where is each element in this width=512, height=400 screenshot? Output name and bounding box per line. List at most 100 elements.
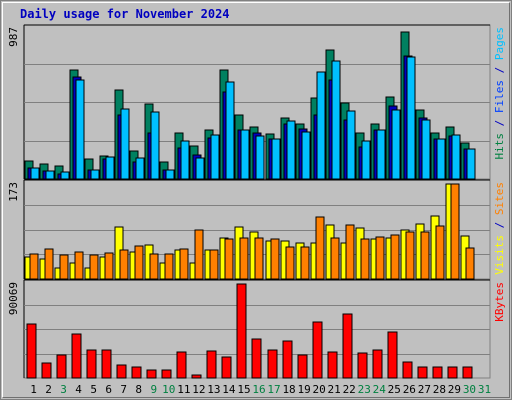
bar-kbytes-day-23 [357,352,368,379]
bar-sites-day-9 [149,253,159,280]
y-max-label-visits-sites: 173 [7,182,20,202]
bar-pages-day-22 [346,110,356,180]
x-tick-label: 15 [237,383,250,396]
x-tick-label: 12 [192,383,205,396]
x-tick-label: 4 [75,383,82,396]
bar-kbytes-day-15 [236,283,247,379]
bar-kbytes-day-28 [432,366,443,379]
bar-sites-day-4 [74,251,84,280]
bar-sites-day-25 [390,234,400,280]
x-tick-label: 21 [328,383,341,396]
legend-text: Hits [493,133,506,160]
bar-pages-day-28 [436,138,446,180]
x-tick-label: 8 [135,383,142,396]
bar-kbytes-day-26 [402,361,413,379]
bar-sites-day-21 [330,237,340,280]
x-tick-label: 27 [418,383,431,396]
x-tick-label: 5 [90,383,97,396]
bar-sites-day-8 [134,245,144,280]
bar-kbytes-day-8 [131,366,142,379]
bar-kbytes-day-4 [71,333,82,379]
x-tick-label: 14 [222,383,236,396]
bar-pages-day-11 [180,140,190,180]
x-tick-label: 31 [478,383,491,396]
bar-sites-day-11 [179,248,189,280]
bar-sites-day-1 [29,253,39,280]
chart-title: Daily usage for November 2024 [20,7,230,21]
legend-text: KBytes [493,282,506,322]
x-tick-label: 22 [343,383,356,396]
bar-kbytes-day-17 [267,349,278,379]
bar-kbytes-day-13 [206,350,217,379]
bar-kbytes-day-29 [447,366,458,379]
x-tick-label: 9 [150,383,157,396]
bar-sites-day-2 [44,248,54,280]
legend-text: Visits [493,235,506,275]
legend-label-visits-sites: Visits / Sites [493,182,506,275]
x-tick-label: 28 [433,383,446,396]
bar-kbytes-day-1 [26,323,37,379]
legend-text: Files [493,80,506,113]
bar-sites-day-18 [285,246,295,280]
bar-pages-day-1 [30,167,40,180]
legend-text: / [493,215,506,235]
x-tick-label: 10 [162,383,175,396]
x-tick-label: 18 [282,383,295,396]
bar-pages-day-15 [240,129,250,180]
x-tick-label: 1 [30,383,37,396]
bar-pages-day-26 [406,56,416,180]
x-tick-label: 26 [403,383,416,396]
x-tick-label: 11 [177,383,190,396]
bar-kbytes-day-5 [86,349,97,379]
series-visits [24,183,470,280]
x-tick-label: 6 [105,383,112,396]
bar-sites-day-7 [119,249,129,280]
bar-sites-day-14 [224,238,234,280]
bar-pages-day-24 [376,129,386,180]
bar-kbytes-day-24 [372,349,383,379]
bar-kbytes-day-25 [387,331,398,379]
legend-label-hits-files-pages: Hits / Files / Pages [493,27,506,160]
bar-sites-day-6 [104,252,114,280]
bar-sites-day-16 [254,237,264,280]
bar-sites-day-19 [300,246,310,280]
x-tick-label: 30 [463,383,476,396]
bar-pages-day-21 [331,60,341,180]
bar-sites-day-3 [59,254,69,280]
bar-kbytes-day-30 [462,366,473,379]
legend-label-kbytes: KBytes [493,282,506,322]
bar-kbytes-day-18 [282,340,293,379]
series-pages [30,56,476,180]
bar-pages-day-14 [225,81,235,180]
legend-text: / [493,60,506,80]
bar-pages-day-27 [421,119,431,180]
bar-pages-day-8 [135,157,145,180]
bar-kbytes-day-9 [146,369,157,379]
x-tick-label: 29 [448,383,461,396]
bar-pages-day-17 [271,138,281,180]
bar-sites-day-23 [360,238,370,280]
series-kbytes [26,283,473,379]
bar-pages-day-19 [301,131,311,180]
x-axis-labels: 1 2 3 4 5 6 7 8 9 10 11 12 13 14 15 16 17 18 19 20 21 22 23 24 2… [30,383,491,396]
x-tick-label: 16 [252,383,265,396]
x-tick-label: 23 [358,383,371,396]
x-tick-label: 13 [207,383,220,396]
bar-pages-day-25 [391,109,401,180]
x-tick-label: 25 [388,383,401,396]
bar-sites-day-30 [465,247,475,280]
bar-kbytes-day-6 [101,349,112,379]
bar-pages-day-13 [210,134,220,180]
bar-pages-day-10 [165,169,175,180]
bar-pages-day-7 [120,108,130,180]
bar-kbytes-day-19 [297,354,308,379]
bar-sites-day-20 [315,216,325,280]
x-tick-label: 2 [45,383,52,396]
bar-kbytes-day-16 [251,338,262,379]
y-max-label-hits-files-pages: 987 [7,27,20,47]
bar-sites-day-13 [209,249,219,280]
bar-sites-day-27 [420,231,430,280]
x-tick-label: 24 [373,383,387,396]
